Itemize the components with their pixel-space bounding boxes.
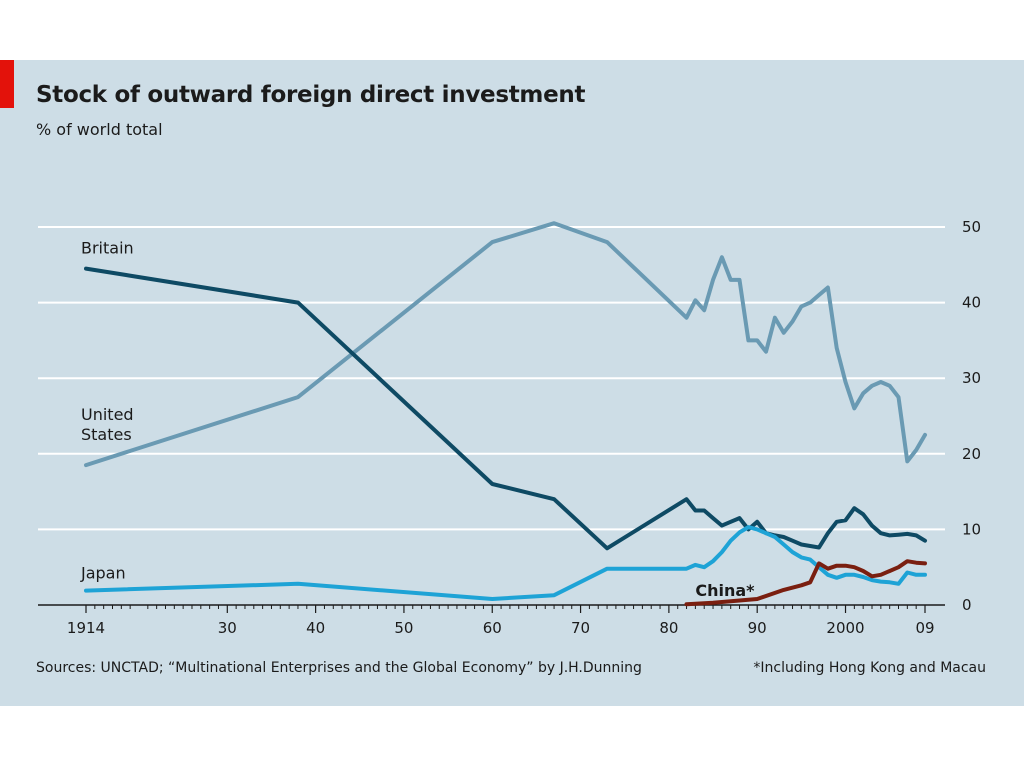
y-tick-label: 40 <box>962 294 981 312</box>
y-tick-label: 0 <box>962 596 972 614</box>
x-tick-label: 60 <box>483 619 502 637</box>
x-tick-label: 09 <box>915 619 934 637</box>
x-tick-label: 30 <box>218 619 237 637</box>
y-tick-label: 10 <box>962 520 981 538</box>
y-tick-label: 50 <box>962 218 981 236</box>
line-chart: 0 10 20 30 40 50 1914 30 40 50 60 70 80 90 2000 09 Unite… <box>38 218 981 637</box>
x-tick-label: 2000 <box>826 619 864 637</box>
series-line-japan <box>84 525 927 601</box>
chart-source: Sources: UNCTAD; “Multinational Enterpri… <box>36 660 642 676</box>
series-label: Britain <box>81 238 134 257</box>
series-label: States <box>81 425 132 444</box>
x-tick-label: 90 <box>748 619 767 637</box>
chart-title: Stock of outward foreign direct investme… <box>36 82 586 108</box>
series-label: Japan <box>80 564 126 583</box>
chart-footnote: *Including Hong Kong and Macau <box>753 660 986 676</box>
x-tick-label: 40 <box>306 619 325 637</box>
chart-panel: Stock of outward foreign direct investme… <box>0 60 1024 706</box>
x-tick-label: 80 <box>659 619 678 637</box>
red-tab-marker <box>0 60 14 108</box>
series-line-britain <box>84 266 927 551</box>
chart-subtitle: % of world total <box>36 120 163 139</box>
series-line-united-states <box>84 221 927 468</box>
series-label: China* <box>695 581 755 600</box>
y-tick-label: 20 <box>962 445 981 463</box>
series-label: United <box>81 405 134 424</box>
x-tick-label: 50 <box>394 619 413 637</box>
x-tick-label: 70 <box>571 619 590 637</box>
series-line-china <box>684 559 927 607</box>
x-tick-label: 1914 <box>67 619 105 637</box>
y-tick-label: 30 <box>962 369 981 387</box>
